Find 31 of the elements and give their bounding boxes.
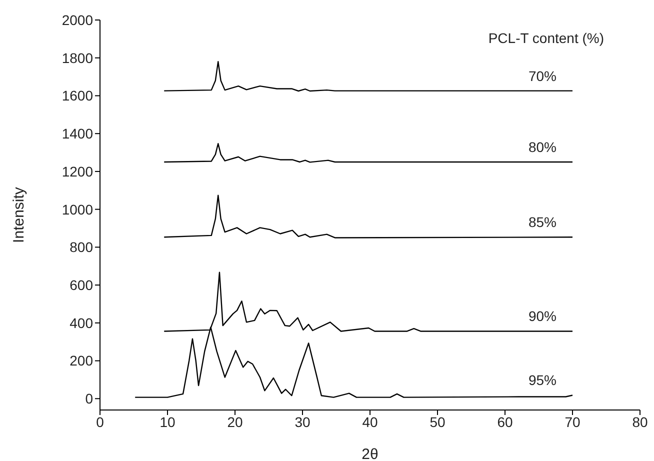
y-tick-label: 200 [70, 352, 94, 369]
y-tick-label: 2000 [62, 12, 94, 28]
x-axis-title: 2θ [362, 446, 378, 461]
x-tick-label: 30 [294, 414, 310, 430]
series-label: 85% [528, 214, 556, 230]
line-series [164, 194, 574, 238]
y-tick-label: 800 [70, 239, 94, 256]
y-tick-label: 1200 [62, 163, 94, 180]
x-tick-label: 0 [96, 414, 104, 430]
series-label: 95% [528, 372, 556, 388]
y-tick-label: 400 [70, 314, 94, 331]
x-tick-label: 70 [564, 414, 580, 430]
legend-title: PCL-T content (%) [488, 30, 604, 46]
line-series [164, 143, 574, 163]
y-tick-label: 1400 [62, 126, 94, 142]
x-tick-label: 60 [497, 414, 513, 430]
y-axis-title: Intensity [10, 186, 28, 243]
x-tick-label: 10 [160, 414, 176, 430]
y-tick-label: 1600 [62, 88, 94, 104]
series-label: 90% [528, 308, 556, 324]
y-tick-label: 1000 [62, 201, 94, 218]
line-series [164, 61, 574, 92]
y-tick-label: 0 [85, 390, 94, 407]
x-tick-label: 50 [430, 414, 446, 430]
series-label: 80% [528, 138, 556, 155]
series-label: 70% [528, 68, 556, 84]
x-tick-label: 80 [632, 414, 648, 430]
y-tick-label: 1800 [62, 50, 94, 66]
y-tick-label: 600 [70, 277, 94, 294]
x-tick-label: 40 [362, 414, 378, 430]
x-tick-label: 20 [227, 414, 243, 430]
